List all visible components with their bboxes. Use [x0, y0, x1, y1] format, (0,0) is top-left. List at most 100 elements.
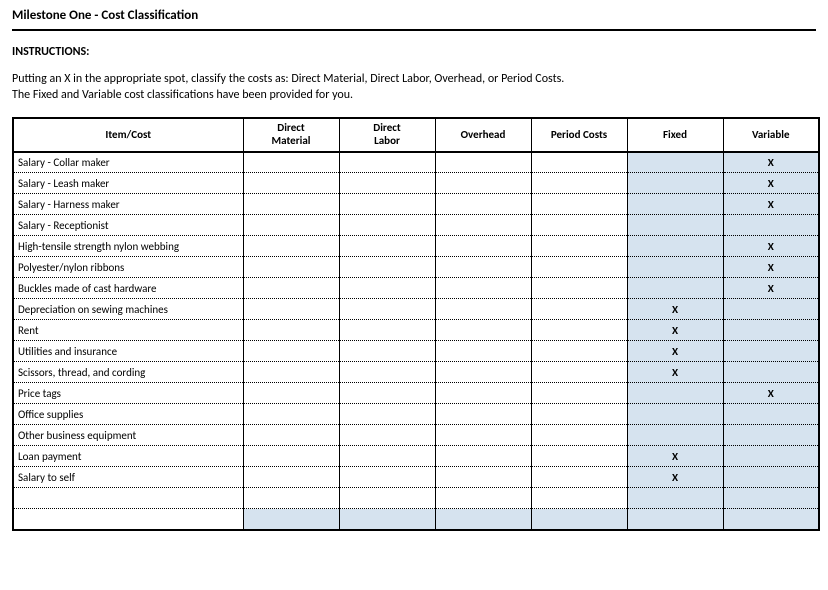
- cell-dl: [339, 425, 435, 446]
- cell-oh: [435, 404, 531, 425]
- col-pc: Period Costs: [531, 118, 627, 151]
- table-row: [13, 509, 819, 530]
- cell-dm: [243, 236, 339, 257]
- table-row: [13, 488, 819, 509]
- cell-dm: [243, 215, 339, 236]
- cell-oh: [435, 236, 531, 257]
- cell-dl: [339, 215, 435, 236]
- cell-variable: [723, 320, 819, 341]
- cell-fixed: [627, 509, 723, 530]
- cell-dm: [243, 257, 339, 278]
- cell-item: Price tags: [13, 383, 243, 404]
- cell-fixed: X: [627, 341, 723, 362]
- cell-pc: [531, 320, 627, 341]
- cell-oh: [435, 173, 531, 194]
- cell-dl: [339, 362, 435, 383]
- cell-fixed: X: [627, 299, 723, 320]
- cell-dm: [243, 425, 339, 446]
- cell-variable: [723, 404, 819, 425]
- table-row: Depreciation on sewing machinesX: [13, 299, 819, 320]
- divider: [12, 29, 816, 31]
- instructions-line1: Putting an X in the appropriate spot, cl…: [12, 72, 564, 86]
- cell-dm: [243, 404, 339, 425]
- cell-pc: [531, 215, 627, 236]
- table-row: Salary - Receptionist: [13, 215, 819, 236]
- cell-fixed: X: [627, 446, 723, 467]
- cell-dl: [339, 404, 435, 425]
- table-row: High-tensile strength nylon webbingX: [13, 236, 819, 257]
- cell-oh: [435, 215, 531, 236]
- table-row: Salary to self X: [13, 467, 819, 488]
- cell-dl: [339, 194, 435, 215]
- cell-oh: [435, 320, 531, 341]
- cell-dm: [243, 320, 339, 341]
- cell-item: Utilities and insurance: [13, 341, 243, 362]
- cell-variable: [723, 425, 819, 446]
- cell-variable: X: [723, 383, 819, 404]
- cell-dl: [339, 509, 435, 530]
- table-body: Salary - Collar makerXSalary - Leash mak…: [13, 152, 819, 530]
- cell-item: High-tensile strength nylon webbing: [13, 236, 243, 257]
- cell-variable: [723, 488, 819, 509]
- cell-pc: [531, 236, 627, 257]
- cell-oh: [435, 299, 531, 320]
- cell-item: Buckles made of cast hardware: [13, 278, 243, 299]
- cell-variable: X: [723, 152, 819, 173]
- cell-dl: [339, 173, 435, 194]
- cell-dm: [243, 299, 339, 320]
- cell-variable: X: [723, 278, 819, 299]
- cell-variable: [723, 467, 819, 488]
- table-row: RentX: [13, 320, 819, 341]
- table-header-row: Item/Cost DirectMaterial DirectLabor Ove…: [13, 118, 819, 151]
- cell-item: [13, 488, 243, 509]
- cell-oh: [435, 341, 531, 362]
- table-row: Salary - Harness makerX: [13, 194, 819, 215]
- cell-pc: [531, 488, 627, 509]
- cell-oh: [435, 383, 531, 404]
- cell-item: Loan payment: [13, 446, 243, 467]
- cell-pc: [531, 173, 627, 194]
- cell-item: Salary to self: [13, 467, 243, 488]
- cell-dm: [243, 446, 339, 467]
- cell-pc: [531, 194, 627, 215]
- cell-item: Salary - Receptionist: [13, 215, 243, 236]
- cell-item: [13, 509, 243, 530]
- cell-dl: [339, 152, 435, 173]
- table-row: Salary - Collar maker X: [13, 152, 819, 173]
- cell-dl: [339, 299, 435, 320]
- cell-variable: [723, 446, 819, 467]
- cell-fixed: [627, 488, 723, 509]
- cell-pc: [531, 257, 627, 278]
- cell-dl: [339, 257, 435, 278]
- cell-oh: [435, 257, 531, 278]
- cell-dm: [243, 173, 339, 194]
- cell-item: Salary - Collar maker: [13, 152, 243, 173]
- cell-pc: [531, 362, 627, 383]
- table-row: Salary - Leash makerX: [13, 173, 819, 194]
- cell-item: Polyester/nylon ribbons: [13, 257, 243, 278]
- cell-dl: [339, 383, 435, 404]
- table-row: Office supplies: [13, 404, 819, 425]
- cell-pc: [531, 404, 627, 425]
- instructions-line2: The Fixed and Variable cost classificati…: [12, 88, 353, 102]
- cell-pc: [531, 509, 627, 530]
- cell-pc: [531, 446, 627, 467]
- cell-pc: [531, 299, 627, 320]
- cell-oh: [435, 425, 531, 446]
- table-row: Price tags X: [13, 383, 819, 404]
- cell-variable: [723, 299, 819, 320]
- cell-dl: [339, 236, 435, 257]
- cell-pc: [531, 383, 627, 404]
- table-row: Other business equipment: [13, 425, 819, 446]
- cell-item: Salary - Leash maker: [13, 173, 243, 194]
- cell-dm: [243, 341, 339, 362]
- cell-item: Salary - Harness maker: [13, 194, 243, 215]
- table-row: Loan payment X: [13, 446, 819, 467]
- cell-oh: [435, 488, 531, 509]
- cell-fixed: X: [627, 467, 723, 488]
- cell-fixed: [627, 152, 723, 173]
- cell-item: Office supplies: [13, 404, 243, 425]
- table-row: Scissors, thread, and cordingX: [13, 362, 819, 383]
- cell-dm: [243, 509, 339, 530]
- col-item: Item/Cost: [13, 118, 243, 151]
